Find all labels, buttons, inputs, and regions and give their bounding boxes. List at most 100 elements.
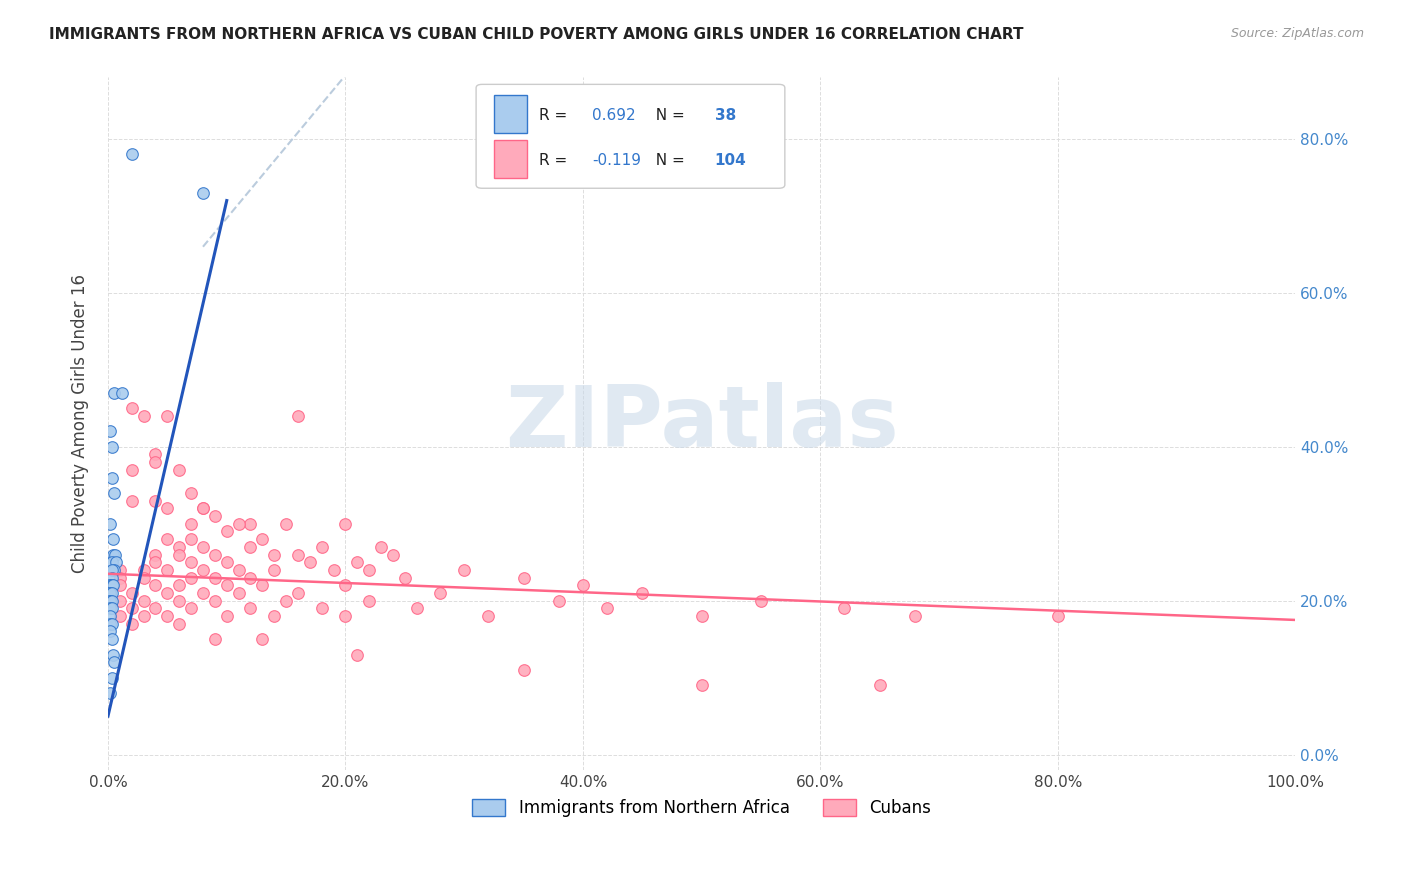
Point <box>215 609 238 624</box>
Point <box>180 601 202 615</box>
Text: 38: 38 <box>714 108 735 123</box>
Point <box>101 548 124 562</box>
Point <box>167 578 190 592</box>
Point <box>156 532 179 546</box>
Point <box>322 563 344 577</box>
Point <box>359 563 381 577</box>
Point <box>167 548 190 562</box>
Point <box>239 540 262 554</box>
Point <box>121 401 143 416</box>
Point <box>145 448 167 462</box>
Point <box>121 601 143 615</box>
Point <box>100 578 122 592</box>
Point <box>335 578 357 592</box>
Point <box>100 616 122 631</box>
Point <box>98 578 121 592</box>
Point <box>405 601 427 615</box>
Point <box>132 593 155 607</box>
Point <box>132 563 155 577</box>
Point <box>228 586 250 600</box>
Point <box>101 578 124 592</box>
Point <box>98 624 121 639</box>
Point <box>191 501 214 516</box>
Legend: Immigrants from Northern Africa, Cubans: Immigrants from Northern Africa, Cubans <box>465 792 938 824</box>
Point <box>121 616 143 631</box>
Point <box>103 655 125 669</box>
Point <box>145 548 167 562</box>
Y-axis label: Child Poverty Among Girls Under 16: Child Poverty Among Girls Under 16 <box>72 274 89 574</box>
Point <box>100 440 122 454</box>
Point <box>98 616 121 631</box>
Point <box>204 632 226 647</box>
Text: 104: 104 <box>714 153 747 168</box>
Point <box>359 593 381 607</box>
Point <box>167 616 190 631</box>
Point <box>335 516 357 531</box>
Point <box>204 571 226 585</box>
Point <box>215 578 238 592</box>
Point <box>111 386 134 401</box>
Point <box>370 540 392 554</box>
Point <box>191 501 214 516</box>
Point <box>477 609 499 624</box>
Point <box>167 593 190 607</box>
Text: N =: N = <box>645 153 689 168</box>
Point <box>145 601 167 615</box>
Text: IMMIGRANTS FROM NORTHERN AFRICA VS CUBAN CHILD POVERTY AMONG GIRLS UNDER 16 CORR: IMMIGRANTS FROM NORTHERN AFRICA VS CUBAN… <box>49 27 1024 42</box>
Point <box>287 586 309 600</box>
Point <box>108 578 131 592</box>
Text: R =: R = <box>538 153 572 168</box>
Point <box>100 671 122 685</box>
Point <box>145 493 167 508</box>
Point <box>156 409 179 423</box>
Point <box>382 548 405 562</box>
Point <box>596 601 619 615</box>
Point <box>100 470 122 484</box>
Point <box>180 555 202 569</box>
Point <box>103 563 125 577</box>
Point <box>215 555 238 569</box>
Point <box>145 555 167 569</box>
Point <box>121 586 143 600</box>
Point <box>204 593 226 607</box>
Point <box>572 578 595 592</box>
Point <box>690 609 713 624</box>
Text: Source: ZipAtlas.com: Source: ZipAtlas.com <box>1230 27 1364 40</box>
Point <box>104 548 127 562</box>
Point <box>98 601 121 615</box>
Point <box>191 586 214 600</box>
Point <box>180 532 202 546</box>
Point <box>311 601 333 615</box>
Point <box>156 501 179 516</box>
Point <box>108 609 131 624</box>
Point <box>263 548 285 562</box>
Point <box>832 601 855 615</box>
Point <box>108 563 131 577</box>
Point <box>98 516 121 531</box>
Point <box>346 555 368 569</box>
Point <box>132 609 155 624</box>
Point <box>749 593 772 607</box>
Point <box>335 609 357 624</box>
Point <box>98 593 121 607</box>
Point <box>121 147 143 161</box>
Point <box>167 540 190 554</box>
Point <box>100 593 122 607</box>
Point <box>108 571 131 585</box>
Point <box>132 409 155 423</box>
Point <box>145 455 167 469</box>
Point <box>180 516 202 531</box>
Point <box>239 571 262 585</box>
Point <box>167 463 190 477</box>
Point <box>100 601 122 615</box>
Point <box>191 186 214 200</box>
Point <box>311 540 333 554</box>
Point <box>100 632 122 647</box>
Point <box>100 571 122 585</box>
Point <box>228 563 250 577</box>
Point <box>145 578 167 592</box>
FancyBboxPatch shape <box>494 140 527 178</box>
Point <box>103 486 125 500</box>
Point <box>287 409 309 423</box>
Point <box>274 516 297 531</box>
